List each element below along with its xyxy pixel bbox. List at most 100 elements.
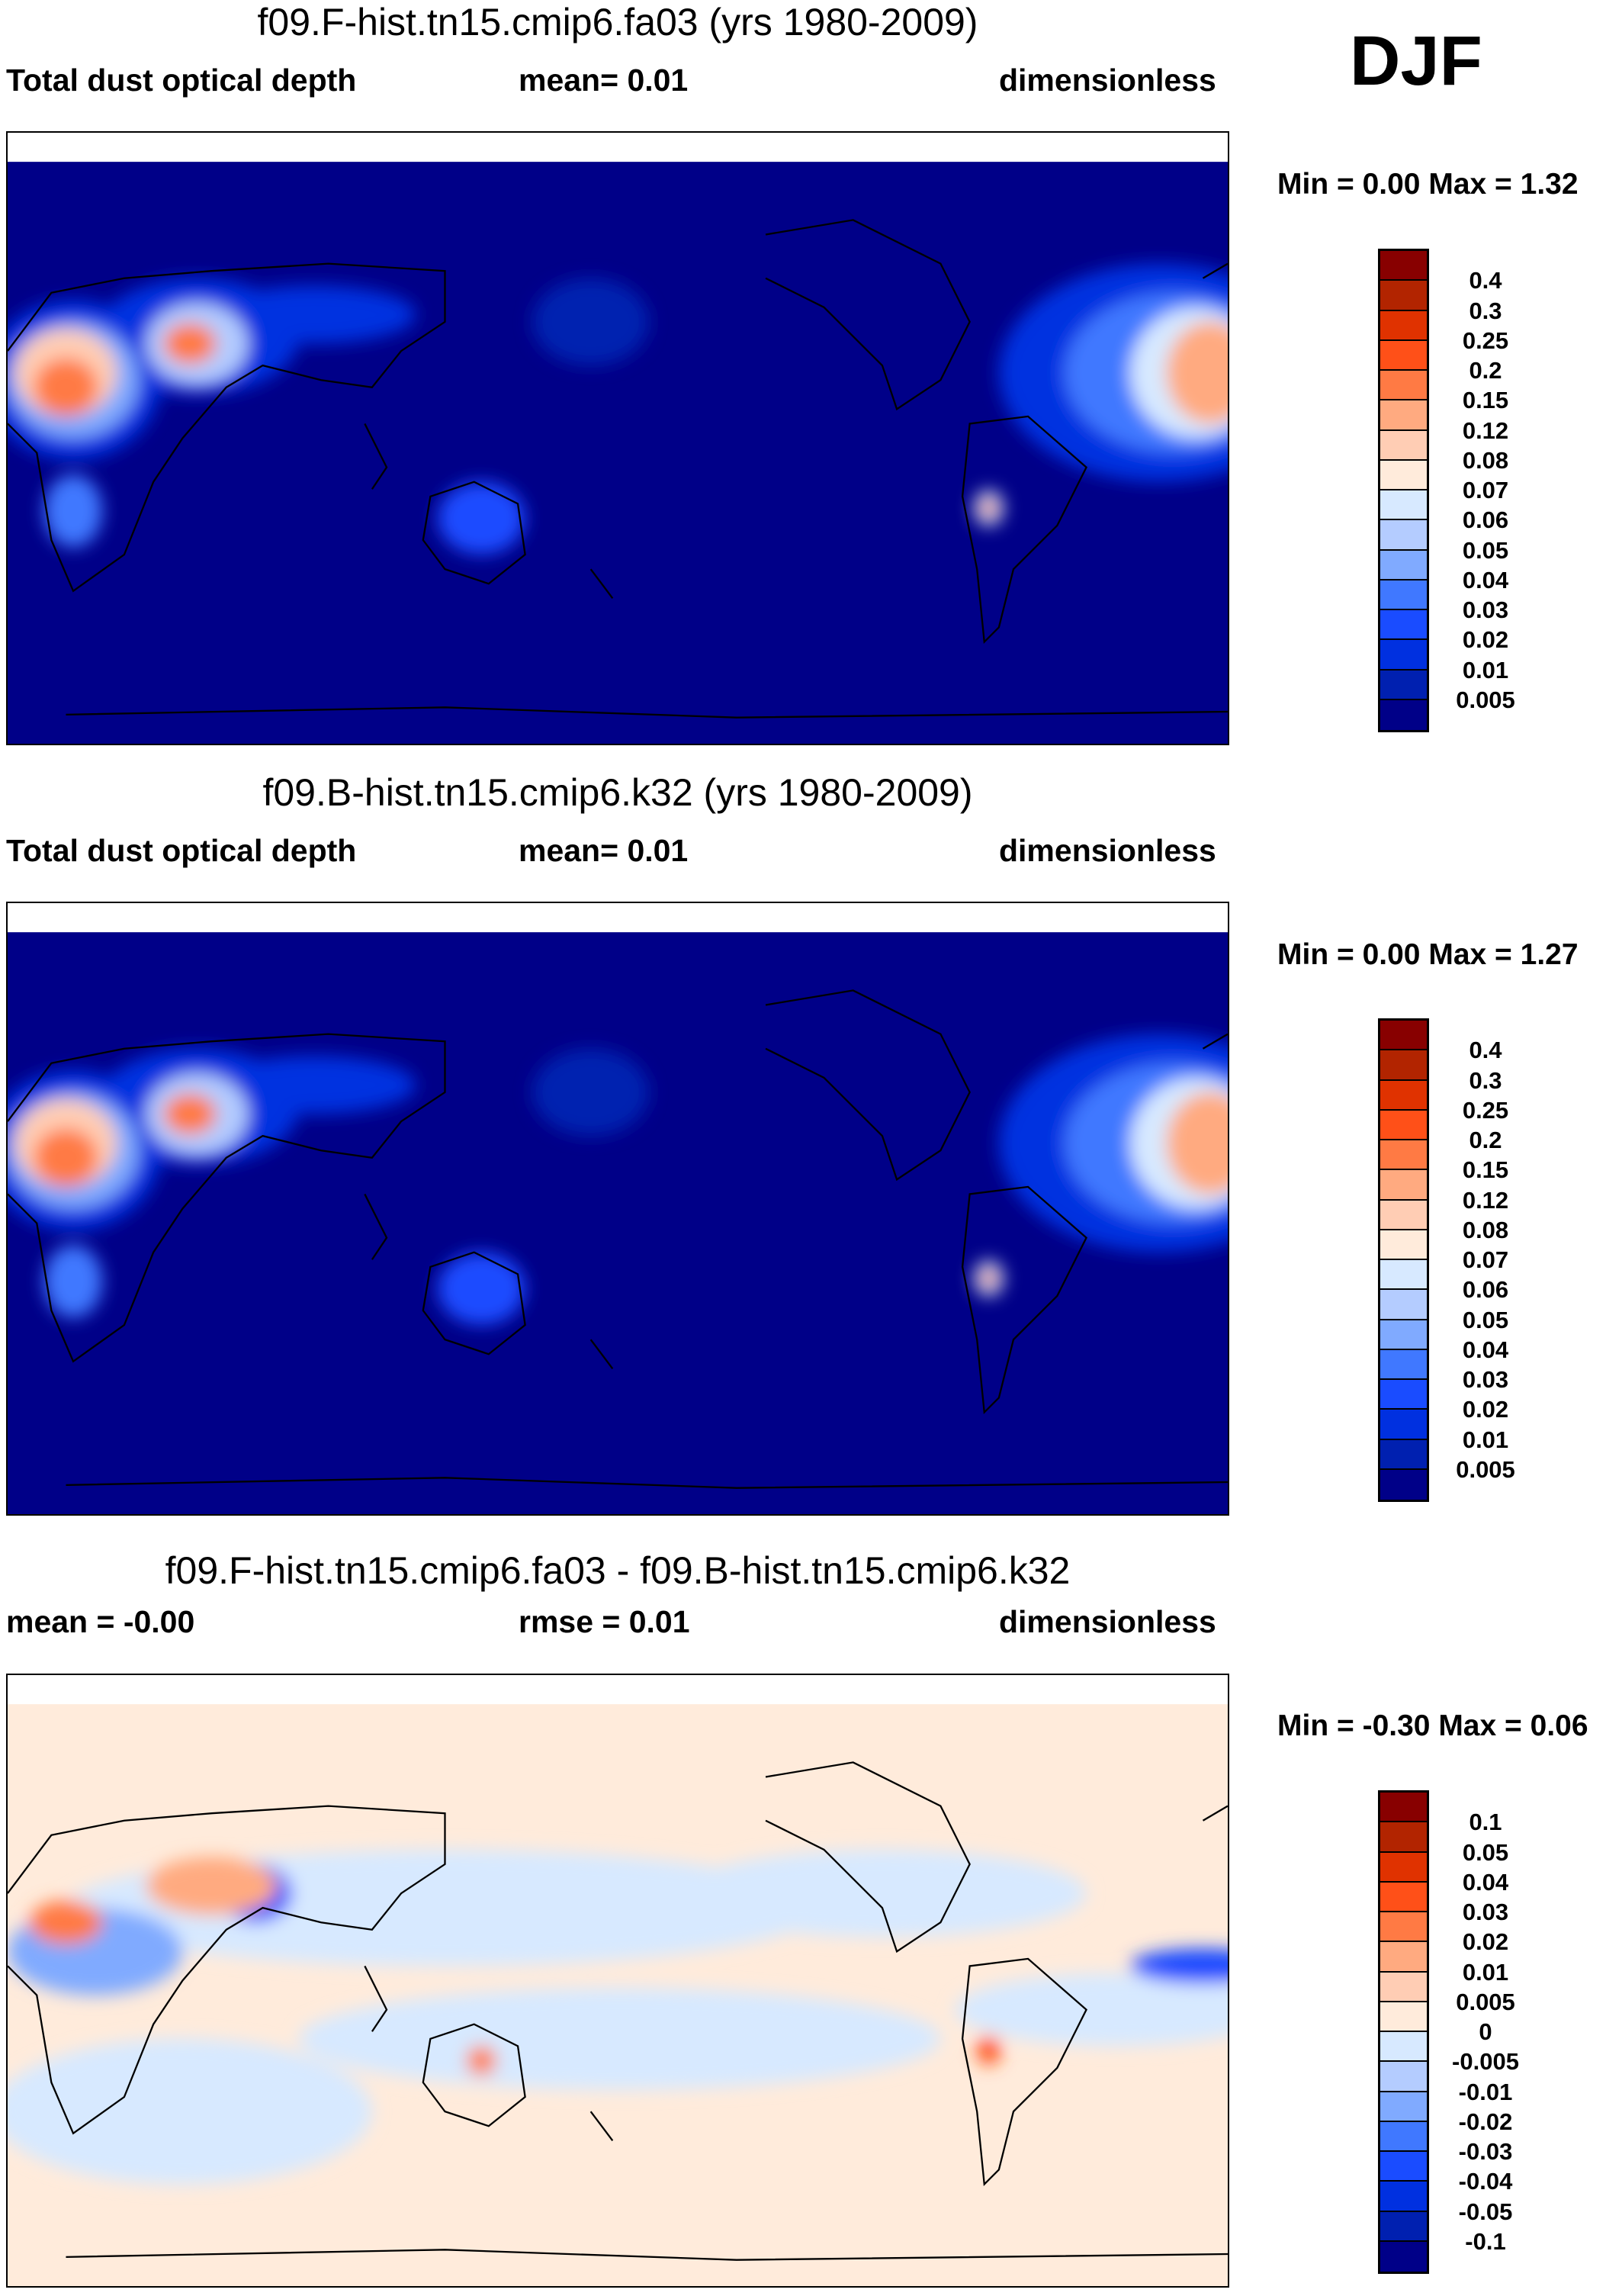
colorbar-bin (1380, 371, 1427, 401)
colorbar-bin (1380, 400, 1427, 431)
panel-title: f09.F-hist.tn15.cmip6.fa03 - f09.B-hist.… (165, 1549, 1071, 1592)
colorbar-tick-label: -0.005 (1452, 2048, 1519, 2076)
colorbar-bin (1380, 699, 1427, 730)
coastline (1202, 262, 1228, 279)
colorbar-bin (1380, 251, 1427, 281)
panel-left-label: Total dust optical depth (6, 63, 357, 98)
difference-contour (146, 1857, 278, 1915)
panel-center-label: mean= 0.01 (519, 833, 689, 868)
colorbar-tick-label: 0.15 (1462, 387, 1509, 414)
colorbar-tick-label: 0.02 (1462, 626, 1509, 654)
colorbar-bin (1380, 580, 1427, 610)
colorbar-tick-label: 0.03 (1462, 1366, 1509, 1393)
dust-contour (211, 1056, 416, 1114)
colorbar-bin (1380, 1469, 1427, 1500)
colorbar-tick-label: 0.05 (1462, 1306, 1509, 1333)
colorbar-bin (1380, 1230, 1427, 1260)
colorbar-bin (1380, 310, 1427, 341)
panel-title: f09.F-hist.tn15.cmip6.fa03 (yrs 1980-200… (257, 1, 978, 43)
colorbar-bin (1380, 670, 1427, 700)
colorbar-tick-label: -0.1 (1465, 2227, 1506, 2255)
colorbar-tick-label: -0.02 (1458, 2108, 1513, 2135)
difference-contour (678, 1849, 1087, 1937)
colorbar-tick-label: 0.06 (1462, 1276, 1509, 1304)
coastline (961, 415, 1087, 645)
colorbar-bin (1380, 340, 1427, 371)
dust-contour (43, 474, 103, 548)
colorbar-bin (1380, 1912, 1427, 1943)
colorbar (1378, 249, 1429, 732)
colorbar-bin (1380, 1170, 1427, 1201)
colorbar-bin (1380, 610, 1427, 641)
colorbar-tick-label: 0.03 (1462, 597, 1509, 623)
colorbar-bin (1380, 2121, 1427, 2152)
colorbar-bin (1380, 281, 1427, 311)
coastline (589, 568, 614, 599)
colorbar-tick-label: 0.25 (1462, 326, 1509, 354)
dust-contour (34, 1128, 98, 1187)
dust-contour (981, 499, 997, 517)
colorbar-bin (1380, 2062, 1427, 2092)
coastline (66, 706, 1228, 719)
colorbar-bin (1380, 1972, 1427, 2002)
colorbar-bin (1380, 1080, 1427, 1111)
colorbar-bin (1380, 490, 1427, 521)
colorbar-bin (1380, 430, 1427, 461)
colorbar-tick-label: 0.07 (1462, 1246, 1509, 1273)
colorbar-tick-label: 0.005 (1456, 1988, 1515, 2015)
coastline (765, 989, 971, 1182)
difference-contour (977, 2035, 1001, 2066)
coastline (961, 1185, 1087, 1415)
dust-contour (1166, 321, 1228, 424)
coastline (765, 219, 971, 411)
season-label: DJF (1350, 22, 1482, 100)
colorbar-tick-label: 0.02 (1462, 1928, 1509, 1956)
coastline (8, 262, 446, 593)
colorbar-tick-label: 0.08 (1462, 446, 1509, 474)
colorbar (1378, 1790, 1429, 2274)
coastline (1202, 1805, 1228, 1822)
dust-contour (437, 481, 525, 555)
coastline (1202, 1033, 1228, 1050)
panel-left-label: Total dust optical depth (6, 833, 357, 868)
colorbar-tick-label: 0.12 (1462, 1186, 1509, 1214)
map-panel-1 (6, 131, 1229, 745)
difference-contour (8, 2038, 372, 2185)
min-max-label: Min = 0.00 Max = 1.32 (1277, 168, 1579, 201)
coastline (364, 1965, 388, 2032)
colorbar-bin (1380, 1200, 1427, 1230)
colorbar-tick-label: 0.01 (1462, 656, 1509, 683)
colorbar-tick-label: -0.05 (1458, 2198, 1513, 2225)
colorbar-tick-label: 0.005 (1456, 1455, 1515, 1483)
colorbar-tick-label: 0.2 (1469, 357, 1502, 384)
coastline (364, 1193, 388, 1260)
colorbar-bin (1380, 1410, 1427, 1440)
colorbar-tick-label: 0.01 (1462, 1958, 1509, 1986)
colorbar-tick-label: 0.06 (1462, 506, 1509, 534)
panel-units: dimensionless (999, 1604, 1216, 1639)
colorbar-tick-label: 0 (1479, 2018, 1492, 2045)
dust-contour (437, 1252, 525, 1326)
coastline (765, 1761, 971, 1954)
coastline (422, 1251, 526, 1355)
colorbar-tick-label: -0.03 (1458, 2138, 1513, 2165)
colorbar-bin (1380, 640, 1427, 670)
colorbar-tick-label: 0.12 (1462, 416, 1509, 444)
panel-units: dimensionless (999, 63, 1216, 98)
colorbar-tick-label: -0.04 (1458, 2168, 1513, 2195)
min-max-label: Min = -0.30 Max = 0.06 (1277, 1709, 1588, 1742)
panel-title: f09.B-hist.tn15.cmip6.k32 (yrs 1980-2009… (262, 771, 973, 814)
colorbar-tick-label: -0.01 (1458, 2078, 1513, 2105)
coastline (422, 2023, 526, 2127)
colorbar-bin (1380, 1439, 1427, 1470)
dust-contour (211, 285, 416, 344)
difference-contour (955, 1973, 1228, 2047)
colorbar-bin (1380, 1793, 1427, 1823)
dust-contour (163, 1093, 217, 1135)
colorbar-bin (1380, 460, 1427, 490)
difference-contour (1129, 1948, 1228, 1984)
map-panel-3 (6, 1674, 1229, 2288)
coastline (8, 1805, 446, 2135)
colorbar-tick-label: 0.07 (1462, 477, 1509, 503)
